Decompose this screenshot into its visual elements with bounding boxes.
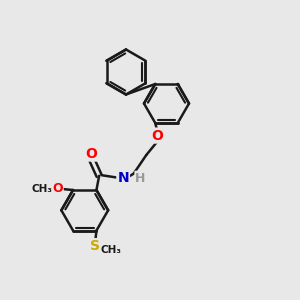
- Text: S: S: [90, 239, 100, 253]
- Text: O: O: [52, 182, 63, 195]
- Text: CH₃: CH₃: [100, 245, 121, 255]
- Text: CH₃: CH₃: [32, 184, 52, 194]
- Text: O: O: [151, 129, 163, 142]
- Text: N: N: [117, 171, 129, 185]
- Text: H: H: [135, 172, 146, 185]
- Text: O: O: [85, 147, 97, 160]
